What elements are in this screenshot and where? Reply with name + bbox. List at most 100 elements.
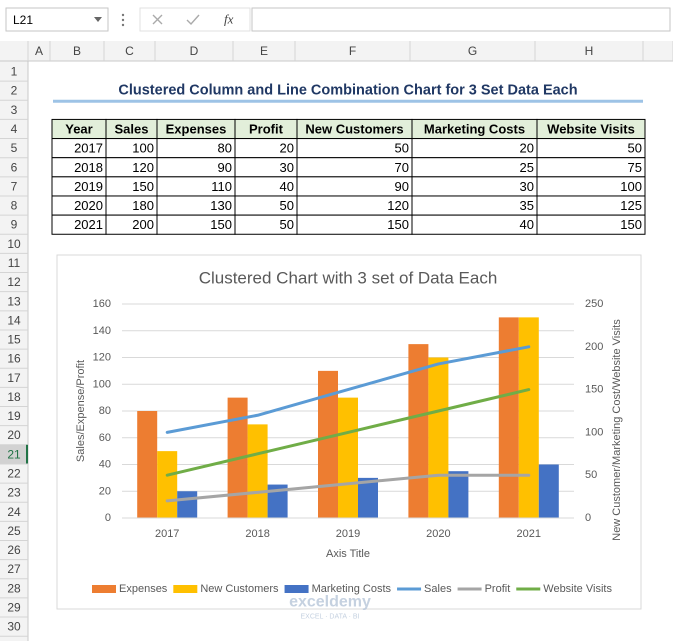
x-tick-label: 2017 [155, 528, 179, 540]
column-header: C [125, 44, 134, 58]
row-header: 3 [11, 103, 18, 117]
row-header: 2 [11, 84, 18, 98]
row-header: 24 [7, 505, 21, 519]
column-header: B [73, 44, 81, 58]
line-series [165, 388, 531, 477]
table-value: 150 [132, 179, 154, 194]
table-header: Profit [249, 121, 284, 136]
column-header: D [190, 44, 199, 58]
table-value: 2020 [74, 198, 103, 213]
y-tick-label: 160 [93, 298, 111, 310]
table-header: Website Visits [547, 121, 635, 136]
name-box-text: L21 [13, 13, 33, 27]
table-value: 90 [395, 179, 409, 194]
bar [518, 317, 539, 518]
insert-function[interactable]: fx [224, 12, 234, 27]
table-value: 2021 [74, 217, 103, 232]
table-value: 30 [280, 160, 294, 175]
line-series [165, 345, 531, 434]
table-header: Expenses [166, 121, 227, 136]
bar [267, 484, 288, 518]
y-tick-label: 140 [93, 325, 111, 337]
bar [538, 464, 559, 518]
name-box-dropdown[interactable] [94, 17, 102, 22]
enter-button[interactable] [186, 14, 200, 26]
row-header: 14 [7, 313, 21, 327]
row-header: 16 [7, 352, 21, 366]
table-value: 2019 [74, 179, 103, 194]
table-value: 75 [628, 160, 642, 175]
bar [428, 357, 449, 518]
row-header: 12 [7, 275, 21, 289]
row-header: 5 [11, 141, 18, 155]
row-header: 13 [7, 294, 21, 308]
table-value: 120 [132, 160, 154, 175]
table-cell [411, 176, 538, 197]
bar [358, 477, 378, 518]
table-value: 35 [520, 198, 534, 213]
table-value: 70 [395, 160, 409, 175]
table-cell [536, 214, 646, 235]
y2-tick-label: 200 [585, 341, 603, 353]
table-value: 20 [520, 141, 534, 156]
y-tick-label: 80 [99, 405, 111, 417]
table-value: 2017 [74, 141, 103, 156]
row-header: 28 [7, 581, 21, 595]
bar [177, 491, 198, 518]
row-header: 9 [11, 218, 18, 232]
table-value: 180 [132, 198, 154, 213]
bar [318, 370, 338, 518]
name-box[interactable] [5, 7, 109, 32]
chart-title: Clustered Chart with 3 set of Data Each [199, 269, 498, 288]
legend-swatch [284, 585, 309, 593]
line-series [165, 473, 531, 503]
x-tick-label: 2020 [426, 528, 450, 540]
y2-tick-label: 150 [585, 384, 603, 396]
table-value: 40 [280, 179, 294, 194]
legend-label: Marketing Costs [312, 583, 392, 595]
row-header: 29 [7, 600, 21, 614]
row-header: 15 [7, 333, 21, 347]
row-header: 17 [7, 371, 21, 385]
formula-input[interactable] [251, 7, 671, 32]
x-tick-label: 2021 [517, 528, 541, 540]
row-header: 18 [7, 390, 21, 404]
table-value: 110 [211, 179, 232, 194]
cancel-button[interactable] [152, 14, 163, 25]
row-header-selected [0, 444, 28, 464]
table-value: 40 [520, 217, 534, 232]
menu-dot [121, 23, 125, 27]
table-value: 150 [387, 217, 409, 232]
bar [448, 471, 469, 518]
legend-label: Website Visits [543, 583, 612, 595]
table-header: Marketing Costs [424, 121, 525, 136]
column-header-bar [0, 41, 673, 61]
table-value: 50 [395, 141, 409, 156]
table-value: 20 [280, 141, 294, 156]
y2-tick-label: 0 [585, 512, 591, 524]
table-value: 120 [387, 198, 409, 213]
y2-tick-label: 100 [585, 426, 603, 438]
y2-tick-label: 50 [585, 469, 597, 481]
y2-axis-title: New Customer/Marketing Cost/Website Visi… [611, 319, 623, 541]
watermark-name: exceldemy [289, 594, 371, 611]
table-value: 200 [132, 217, 154, 232]
table-value: 2018 [74, 160, 103, 175]
table-value: 90 [218, 160, 232, 175]
table-value: 80 [218, 141, 232, 156]
menu-dot [121, 18, 125, 22]
table-value: 50 [280, 217, 294, 232]
legend-swatch [92, 585, 116, 593]
bar [247, 424, 268, 518]
bar [157, 451, 178, 518]
row-header: 11 [8, 256, 21, 270]
table-header: Sales [115, 121, 149, 136]
table-header: New Customers [305, 121, 403, 136]
watermark-tagline: EXCEL · DATA · BI [301, 614, 360, 621]
row-header: 21 [7, 447, 21, 461]
column-header: G [468, 44, 477, 58]
row-header: 30 [7, 620, 21, 634]
column-header: F [349, 44, 356, 58]
row-header: 1 [11, 65, 18, 79]
